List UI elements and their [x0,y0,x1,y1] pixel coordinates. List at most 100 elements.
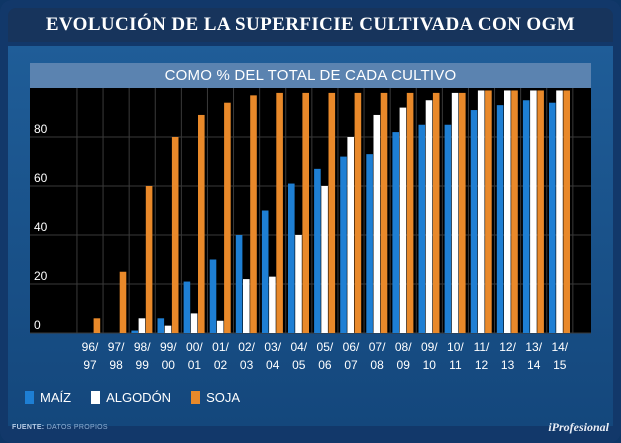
bar-algodón-2 [138,318,146,333]
bar-maíz-4 [183,281,191,333]
legend-item-maiz: MAÍZ [25,390,71,405]
brand-logo: iProfesional [548,420,609,434]
bar-maíz-14 [444,124,452,333]
bar-algodón-13 [425,100,433,333]
bar-algodón-18 [556,90,563,333]
x-tick-label-top: 04/ [290,340,307,354]
bar-maíz-8 [288,183,295,333]
bar-algodón-4 [190,313,198,333]
x-tick-label-bottom: 04 [266,358,280,372]
x-tick-label-top: 11/ [474,340,490,354]
bar-soja-17 [537,90,544,333]
bar-algodón-10 [347,137,354,333]
bar-maíz-17 [522,100,530,333]
x-tick-label-bottom: 02 [214,358,228,372]
bar-algodón-3 [164,325,172,333]
bar-soja-9 [328,92,336,334]
x-tick-label-bottom: 11 [449,358,462,372]
bar-soja-4 [198,114,205,333]
y-tick-label: 80 [34,122,48,136]
x-tick-label-bottom: 05 [292,358,306,372]
y-tick-label: 20 [34,269,48,283]
x-tick-label-top: 97/ [108,340,125,354]
x-tick-label-bottom: 15 [553,358,567,372]
bar-algodón-5 [216,320,224,333]
x-tick-label-bottom: 14 [527,358,541,372]
x-tick-label-bottom: 01 [188,358,202,372]
x-tick-label-top: 14/ [551,340,568,354]
x-tick-label-top: 13/ [525,340,542,354]
bar-soja-12 [406,92,414,334]
bar-algodón-14 [451,92,459,334]
x-tick-label-top: 03/ [264,340,281,354]
x-tick-label-top: 96/ [82,340,99,354]
x-tick-label-top: 05/ [317,340,334,354]
x-tick-label-top: 09/ [421,340,438,354]
bar-soja-10 [354,92,362,334]
legend-label-soja: SOJA [206,389,241,405]
bar-maíz-5 [209,259,217,333]
legend-swatch-maiz [25,390,34,404]
bar-soja-2 [145,186,153,333]
x-tick-label-top: 06/ [343,340,360,354]
bar-algodón-12 [399,107,407,333]
bar-maíz-10 [340,156,347,333]
bar-soja-18 [563,90,570,333]
legend-label-maiz: MAÍZ [40,389,72,405]
bar-soja-0 [93,318,101,333]
bar-maíz-11 [366,154,373,333]
bar-maíz-9 [314,168,321,333]
bar-soja-13 [432,92,440,334]
bar-algodón-17 [530,90,537,333]
bar-algodón-6 [243,279,250,333]
bar-soja-16 [511,90,518,333]
bar-algodón-16 [504,90,511,333]
bar-soja-3 [171,137,179,333]
bar-algodón-11 [373,114,381,333]
legend: MAÍZ ALGODÓN SOJA [25,388,240,406]
bar-maíz-16 [496,105,504,334]
bar-algodón-8 [295,235,302,333]
source-note: FUENTE: DATOS PROPIOS [12,424,108,431]
x-tick-label-bottom: 08 [370,358,384,372]
legend-label-algodon: ALGODÓN [106,389,172,405]
x-tick-label-top: 02/ [238,340,255,354]
x-tick-label-bottom: 03 [240,358,254,372]
bar-soja-14 [459,92,466,334]
x-tick-label-bottom: 98 [109,358,123,372]
x-tick-label-bottom: 07 [344,358,358,372]
bar-maíz-18 [549,102,556,333]
chart-subtitle: COMO % DEL TOTAL DE CADA CULTIVO [30,63,591,88]
source-label: FUENTE: [12,424,45,431]
bar-maíz-2 [131,330,138,333]
bar-soja-6 [250,95,257,333]
x-tick-label-bottom: 09 [397,358,411,372]
x-tick-label-bottom: 06 [318,358,332,372]
x-tick-label-top: 98/ [134,340,151,354]
bar-soja-5 [224,102,231,333]
x-tick-label-top: 07/ [369,340,386,354]
bar-maíz-13 [418,124,426,333]
x-tick-label-top: 99/ [160,340,177,354]
x-tick-label-top: 08/ [395,340,412,354]
bar-maíz-15 [470,110,478,333]
bar-soja-8 [302,92,309,334]
bar-maíz-3 [157,318,165,333]
x-tick-label-top: 12/ [499,340,516,354]
x-tick-label-bottom: 13 [501,358,515,372]
y-tick-label: 60 [34,171,48,185]
bar-algodón-7 [269,276,276,333]
bar-soja-1 [119,271,127,333]
source-text: DATOS PROPIOS [46,424,108,431]
x-tick-label-bottom: 99 [136,358,150,372]
x-tick-label-top: 01/ [212,340,229,354]
x-tick-label-top: 10/ [447,340,464,354]
bar-maíz-12 [392,132,399,333]
x-tick-label-top: 00/ [186,340,203,354]
legend-item-soja: SOJA [191,390,240,405]
y-tick-label: 0 [34,318,41,332]
legend-swatch-algodon [91,390,101,404]
bar-maíz-6 [235,235,243,333]
y-tick-label: 40 [34,220,48,234]
